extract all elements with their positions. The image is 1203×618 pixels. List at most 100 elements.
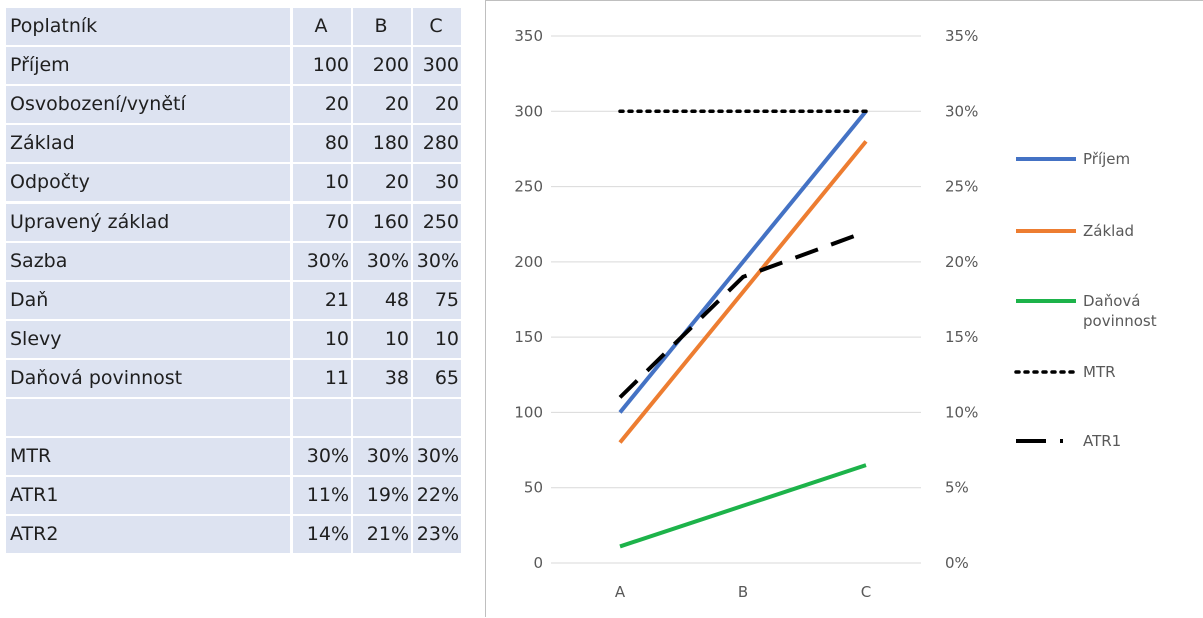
x-tick-label: A [615, 583, 626, 601]
row-value: 250 [413, 203, 461, 241]
line-chart: 0 0% 50 5% 100 10% 150 15% 200 20% 250 25% 300 30% 350… [514, 27, 1157, 601]
x-tick-label: B [738, 583, 748, 601]
header-col-c: C [413, 8, 461, 45]
row-value: 48 [353, 281, 411, 319]
series-line-p-jem [618, 110, 868, 414]
row-value: 70 [293, 203, 351, 241]
series-line-z-klad [618, 140, 868, 444]
row-value [293, 399, 351, 436]
row-label: Příjem [6, 47, 290, 85]
table-row: Sazba 30% 30% 30% [6, 242, 461, 282]
row-value: 75 [413, 281, 461, 319]
row-value: 10 [293, 164, 351, 202]
y-left-tick-label: 100 [514, 403, 543, 421]
table-row: Daňová povinnost 11 38 65 [6, 359, 461, 399]
row-label: Základ [6, 125, 290, 163]
table-row: Příjem 100 200 300 [6, 47, 461, 86]
row-value: 30% [413, 242, 461, 280]
row-value: 30% [353, 438, 411, 476]
row-value: 14% [293, 516, 351, 554]
row-value: 20 [353, 164, 411, 202]
row-label: MTR [6, 438, 290, 476]
y-left-tick-label: 0 [533, 554, 543, 572]
row-value: 30% [413, 438, 461, 476]
row-value: 11 [293, 359, 351, 397]
table-row: Upravený základ 70 160 250 [6, 203, 461, 243]
y-right-tick-label: 15% [945, 328, 978, 346]
legend-label-line: povinnost [1083, 312, 1157, 330]
table-row: ATR1 11% 19% 22% [6, 477, 461, 516]
legend-label: Základ [1083, 222, 1134, 240]
row-label: Sazba [6, 242, 290, 280]
row-value: 20 [413, 86, 461, 124]
y-left-tick-label: 200 [514, 253, 543, 271]
row-value [353, 399, 411, 436]
row-value: 21% [353, 516, 411, 554]
y-left-tick-label: 150 [514, 328, 543, 346]
row-value: 280 [413, 125, 461, 163]
row-value: 23% [413, 516, 461, 554]
legend-label: MTR [1083, 363, 1116, 381]
row-value: 10 [293, 320, 351, 358]
row-label: ATR2 [6, 516, 290, 554]
series-line-da-ov-povinnost [619, 463, 867, 549]
table-row: ATR2 14% 21% 23% [6, 516, 461, 555]
row-value: 20 [353, 86, 411, 124]
table-row: Základ 80 180 280 [6, 125, 461, 164]
y-left-tick-label: 300 [514, 102, 543, 120]
table-row: Daň 21 48 75 [6, 281, 461, 321]
y-left-tick-label: 350 [514, 27, 543, 45]
legend-label-line: Daňová [1083, 292, 1141, 310]
row-value [413, 399, 461, 436]
header-col-a: A [293, 8, 351, 45]
data-table: Poplatník A B C Příjem 100 200 300 Osvobození/vy… [6, 8, 461, 614]
series-line-atr1 [618, 229, 867, 399]
y-right-tick-label: 0% [945, 554, 969, 572]
row-value: 30% [293, 438, 351, 476]
y-right-tick-label: 30% [945, 102, 978, 120]
row-label: Osvobození/vynětí [6, 86, 290, 124]
header-label: Poplatník [6, 8, 290, 45]
legend-label: Daňová povinnost [1083, 292, 1157, 330]
row-value: 160 [353, 203, 411, 241]
y-right-tick-label: 20% [945, 253, 978, 271]
row-value: 300 [413, 47, 461, 85]
chart-area: 0 0% 50 5% 100 10% 150 15% 200 20% 250 25% 300 30% 350… [485, 0, 1203, 617]
legend-label: ATR1 [1083, 432, 1121, 450]
row-value: 180 [353, 125, 411, 163]
row-value: 11% [293, 477, 351, 515]
row-value: 10 [413, 320, 461, 358]
table-row: MTR 30% 30% 30% [6, 438, 461, 477]
row-value: 10 [353, 320, 411, 358]
row-value: 200 [353, 47, 411, 85]
table-row: Slevy 10 10 10 [6, 320, 461, 360]
legend-label: Příjem [1083, 150, 1130, 168]
header-col-b: B [353, 8, 411, 45]
row-value: 38 [353, 359, 411, 397]
row-label: Daň [6, 281, 290, 319]
y-right-tick-label: 10% [945, 403, 978, 421]
row-value: 65 [413, 359, 461, 397]
y-left-tick-label: 250 [514, 178, 543, 196]
row-value: 20 [293, 86, 351, 124]
table-header-row: Poplatník A B C [6, 8, 461, 47]
y-right-tick-label: 25% [945, 178, 978, 196]
row-value: 21 [293, 281, 351, 319]
y-right-tick-label: 5% [945, 479, 969, 497]
row-value: 22% [413, 477, 461, 515]
row-value: 80 [293, 125, 351, 163]
row-label: ATR1 [6, 477, 290, 515]
row-value: 30% [353, 242, 411, 280]
table-row: Odpočty 10 20 30 [6, 164, 461, 203]
row-value: 100 [293, 47, 351, 85]
row-label: Upravený základ [6, 203, 290, 241]
y-left-tick-label: 50 [524, 479, 543, 497]
y-right-tick-label: 35% [945, 27, 978, 45]
row-label: Slevy [6, 320, 290, 358]
row-value: 30% [293, 242, 351, 280]
table-row [6, 399, 461, 438]
row-label: Daňová povinnost [6, 359, 290, 397]
row-value: 19% [353, 477, 411, 515]
row-value: 30 [413, 164, 461, 202]
x-tick-label: C [861, 583, 871, 601]
